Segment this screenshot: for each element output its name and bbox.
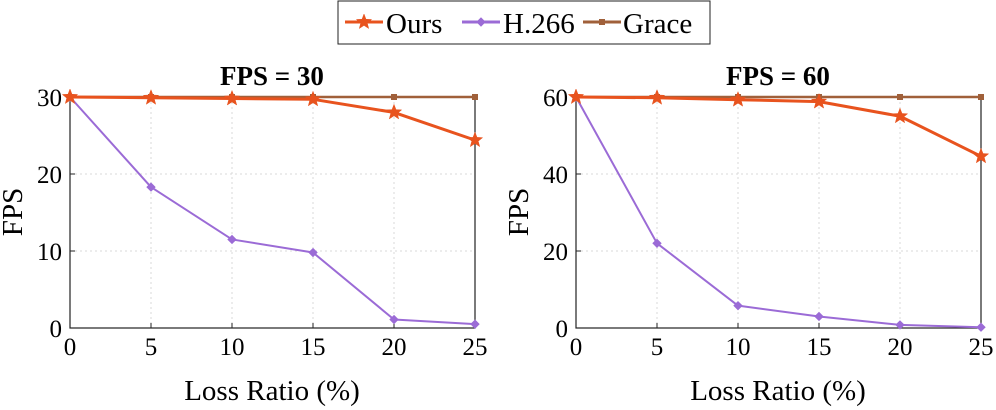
grid-fps30 (69, 96, 476, 329)
x-tick-label: 0 (570, 334, 583, 361)
legend-marker-shape-h266 (476, 17, 486, 27)
legend-label-h266: H.266 (503, 8, 575, 40)
legend-entry-grace: Grace (583, 8, 692, 40)
legend-label-ours: Ours (386, 8, 442, 40)
legend-label-grace: Grace (623, 8, 692, 40)
data-point-grace (897, 94, 903, 100)
x-axis-label-fps60: Loss Ratio (%) (690, 375, 866, 407)
series-line-h266 (575, 96, 982, 329)
x-tick-label: 0 (64, 334, 77, 361)
y-tick-label: 0 (556, 316, 569, 343)
data-point-h266 (814, 311, 824, 322)
ticks-fps60: 0 5 10 15 20 25 0 20 40 60 (543, 85, 994, 361)
legend-marker-shape-grace (599, 19, 605, 25)
legend-entry-ours: Ours (345, 8, 442, 40)
series-ours-fps60 (567, 88, 990, 164)
series-line-ours (575, 95, 982, 158)
plot-area-fps60 (575, 96, 982, 329)
series-ours-fps30 (61, 88, 484, 148)
panel-title-fps30: FPS = 30 (220, 61, 324, 91)
legend-marker-shape-ours (355, 13, 373, 30)
data-point-ours (648, 89, 666, 105)
chart-panel-fps30: FPS = 30 FPS Loss Ratio (%) 0 5 10 15 20 25 0 1… (0, 61, 488, 407)
data-point-ours (729, 90, 747, 107)
data-point-ours (972, 147, 990, 164)
x-tick-label: 25 (969, 334, 994, 361)
data-point-h266 (470, 319, 480, 329)
legend-box (337, 0, 711, 45)
data-point-h266 (227, 234, 237, 245)
y-tick-label: 10 (37, 239, 62, 266)
data-point-h266 (895, 320, 905, 330)
data-point-h266 (733, 300, 743, 311)
data-point-h266 (389, 314, 399, 325)
legend-marker-grace (599, 19, 605, 25)
y-tick-label: 60 (543, 85, 568, 112)
y-tick-label: 20 (37, 162, 62, 189)
x-tick-label: 15 (807, 334, 832, 361)
data-point-ours (567, 88, 585, 105)
grid-fps60 (575, 96, 982, 329)
legend-marker-h266 (476, 17, 486, 27)
data-point-grace (978, 94, 984, 100)
data-point-ours (142, 89, 160, 105)
plot-area-fps30 (69, 96, 476, 329)
x-tick-label: 15 (301, 334, 326, 361)
data-point-grace (472, 94, 478, 100)
chart-panel-fps60: FPS = 60 FPS Loss Ratio (%) 0 5 10 15 20 25 0 2… (503, 61, 994, 407)
series-line-ours (69, 95, 476, 142)
x-tick-label: 5 (145, 334, 158, 361)
data-point-ours (891, 107, 909, 124)
ticks-fps30: 0 5 10 15 20 25 0 10 20 30 (37, 85, 488, 361)
x-tick-label: 5 (651, 334, 664, 361)
legend-marker-ours (355, 13, 373, 30)
data-point-grace (391, 94, 397, 100)
y-axis-label-fps30: FPS (0, 188, 29, 236)
y-tick-label: 30 (37, 85, 62, 112)
y-axis-label-fps60: FPS (503, 188, 535, 236)
data-point-ours (466, 131, 484, 148)
x-tick-label: 10 (220, 334, 245, 361)
legend-entry-h266: H.266 (462, 8, 575, 40)
y-tick-label: 0 (50, 316, 63, 343)
series-h266-fps30 (65, 92, 480, 329)
x-tick-label: 20 (382, 334, 407, 361)
data-point-ours (304, 90, 322, 107)
y-tick-label: 20 (543, 239, 568, 266)
panel-title-fps60: FPS = 60 (726, 61, 830, 91)
data-point-h266 (308, 247, 318, 258)
y-tick-label: 40 (543, 162, 568, 189)
data-point-h266 (976, 322, 986, 332)
data-point-ours (61, 88, 79, 105)
x-tick-label: 25 (463, 334, 488, 361)
data-point-ours (223, 89, 241, 106)
data-point-ours (810, 92, 828, 109)
data-point-ours (385, 103, 403, 120)
x-tick-label: 20 (888, 334, 913, 361)
data-point-h266 (652, 238, 662, 249)
legend: Ours H.266 Grace (337, 0, 711, 45)
x-axis-label-fps30: Loss Ratio (%) (184, 375, 360, 407)
data-point-h266 (146, 182, 156, 192)
series-line-h266 (69, 96, 476, 326)
x-tick-label: 10 (726, 334, 751, 361)
